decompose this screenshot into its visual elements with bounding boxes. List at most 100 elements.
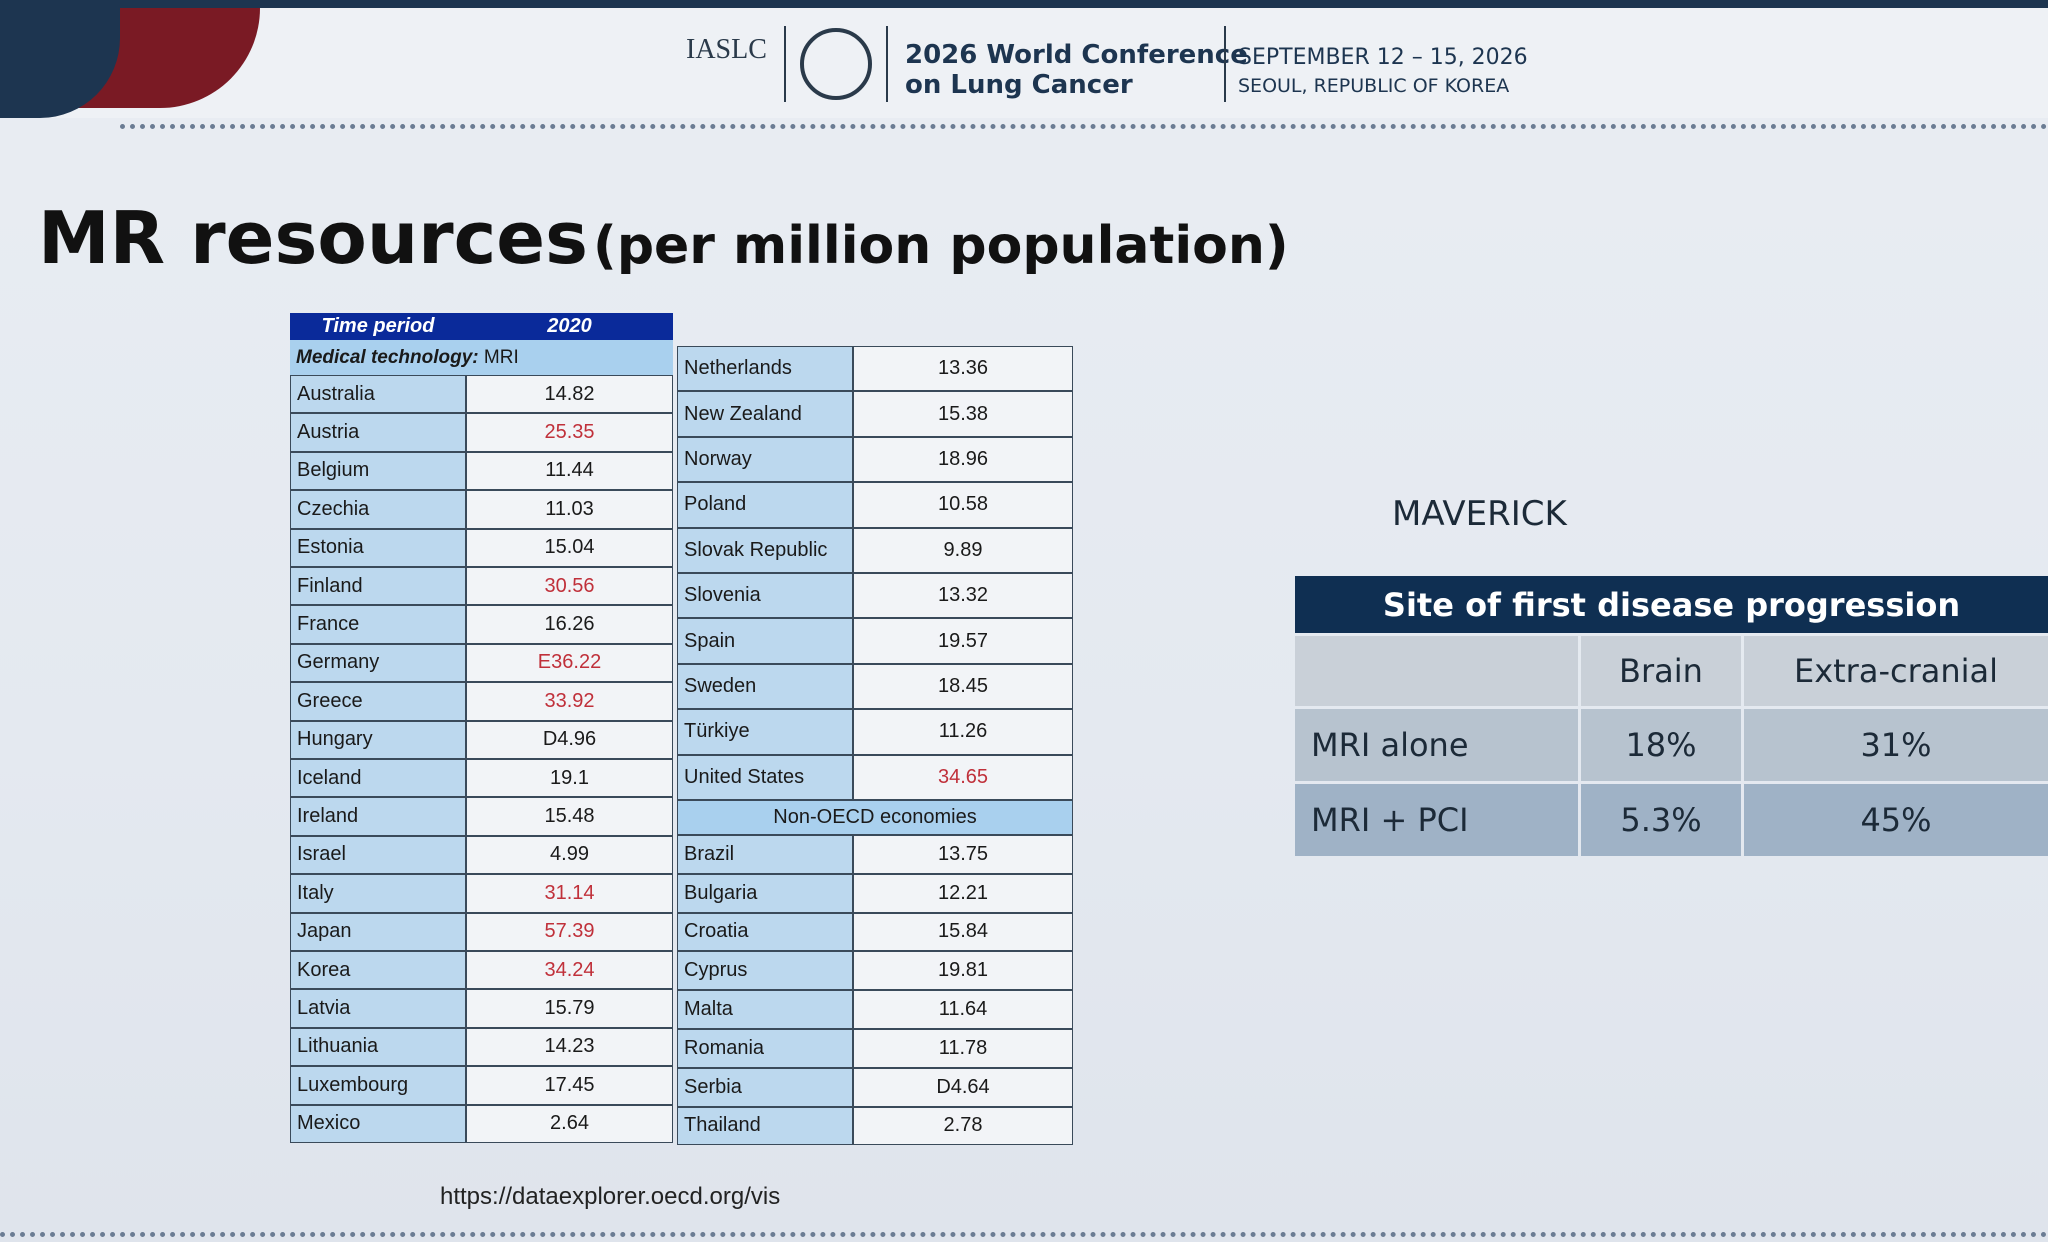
country-cell: Korea [290,951,466,990]
subtitle: (per million population) [593,216,1289,276]
title: MR resources [38,196,588,280]
table-row: Türkiye 11.26 [677,709,1073,755]
value-cell: 14.82 [466,375,673,414]
table-row: Estonia 15.04 [290,528,673,567]
subheader-value: MRI [483,346,519,368]
table-row: Finland 30.56 [290,567,673,606]
country-cell: Czechia [290,490,466,529]
country-cell: Latvia [290,989,466,1028]
conference-line: 2026 World Conference [905,40,1248,70]
header-cell: Time period [321,315,435,337]
divider [886,26,888,102]
table-row: Romania 11.78 [677,1029,1073,1068]
value-cell: 31% [1744,709,2048,781]
country-cell: Australia [290,375,466,414]
value-cell: 25.35 [466,413,673,452]
country-cell: Spain [677,618,853,664]
row-label: MRI alone [1295,709,1578,781]
value-cell: 13.75 [853,835,1073,874]
country-cell: Germany [290,643,466,683]
value-cell: 11.44 [466,451,673,491]
country-cell: Türkiye [677,709,853,755]
value-cell: 10.58 [853,482,1073,528]
value-cell: D4.64 [853,1067,1073,1107]
country-cell: Poland [677,482,853,528]
event-info: SEPTEMBER 12 – 15, 2026 SEOUL, REPUBLIC … [1238,44,1528,100]
table-row: Norway 18.96 [677,436,1073,483]
header-cell: 2020 [547,315,592,337]
value-cell: 15.84 [853,912,1073,952]
value-cell: 12.21 [853,873,1073,913]
country-cell: Japan [290,912,466,951]
country-cell: France [290,605,466,644]
value-cell: 11.64 [853,990,1073,1029]
table-row: Luxembourg 17.45 [290,1066,673,1105]
table-subheader: Medical technology: MRI [290,340,673,375]
value-cell: E36.22 [466,643,673,683]
source: https://dataexplorer.oecd.org/vis [440,1183,781,1210]
value-cell: 13.32 [853,573,1073,619]
table-row: Thailand 2.78 [677,1106,1073,1146]
table-row: Belgium 11.44 [290,451,673,491]
oecd-table-right: Netherlands 13.36 New Zealand 15.38 Norway 18… [677,346,1073,1146]
country-cell: Ireland [290,797,466,836]
location: SEOUL, REPUBLIC OF KOREA [1238,75,1510,97]
country-cell: Croatia [677,912,853,952]
oecd-table-left: Time period 2020 Medical technology: MRI… [290,313,673,1143]
conference-line: on Lung Cancer [905,70,1133,100]
value-cell: 34.65 [853,754,1073,800]
country-cell: Brazil [677,835,853,874]
value-cell: 2.64 [466,1104,673,1143]
table-row: Slovenia 13.32 [677,573,1073,619]
country-cell: Finland [290,567,466,606]
table-row: New Zealand 15.38 [677,391,1073,437]
table-row: Greece 33.92 [290,682,673,721]
value-cell: 19.81 [853,951,1073,991]
country-cell: United States [677,754,853,800]
country-cell: Romania [677,1029,853,1068]
divider [1224,26,1226,102]
table-row: Sweden 18.45 [677,663,1073,710]
non-oecd-label: Non-OECD economies [677,800,1073,835]
table-row: Australia 14.82 [290,375,673,414]
country-cell: Hungary [290,720,466,759]
country-cell: Italy [290,874,466,913]
value-cell: 16.26 [466,605,673,644]
table-row: Bulgaria 12.21 [677,873,1073,913]
separator [120,124,2048,129]
table-row: Ireland 15.48 [290,797,673,836]
table-row: Israel 4.99 [290,835,673,875]
table-row: Brazil 13.75 [677,835,1073,874]
value-cell: 57.39 [466,912,673,951]
table-row: Germany E36.22 [290,643,673,683]
value-cell: 18% [1581,709,1741,781]
table-row: Malta 11.64 [677,990,1073,1029]
country-cell: New Zealand [677,391,853,437]
table-row: Serbia D4.64 [677,1067,1073,1107]
value-cell: 13.36 [853,346,1073,392]
table-row: Japan 57.39 [290,912,673,951]
table-row: Latvia 15.79 [290,989,673,1028]
country-cell: Greece [290,682,466,721]
country-cell: Bulgaria [677,873,853,913]
value-cell: 34.24 [466,951,673,990]
value-cell: 33.92 [466,682,673,721]
country-cell: Sweden [677,663,853,710]
country-cell: Thailand [677,1106,853,1146]
table-row: Mexico 2.64 [290,1104,673,1143]
country-cell: Malta [677,990,853,1029]
row-label: MRI + PCI [1295,784,1578,856]
country-cell: Serbia [677,1067,853,1107]
value-cell: 2.78 [853,1106,1073,1146]
table-row: Austria 25.35 [290,413,673,452]
table-row: Korea 34.24 [290,951,673,990]
value-cell: 14.23 [466,1027,673,1067]
table-header: Time period 2020 [290,313,673,340]
value-cell: 15.48 [466,797,673,836]
value-cell: 19.57 [853,618,1073,664]
divider [784,26,786,102]
table-row: France 16.26 [290,605,673,644]
table-row: Slovak Republic 9.89 [677,527,1073,573]
table-row: Netherlands 13.36 [677,346,1073,392]
